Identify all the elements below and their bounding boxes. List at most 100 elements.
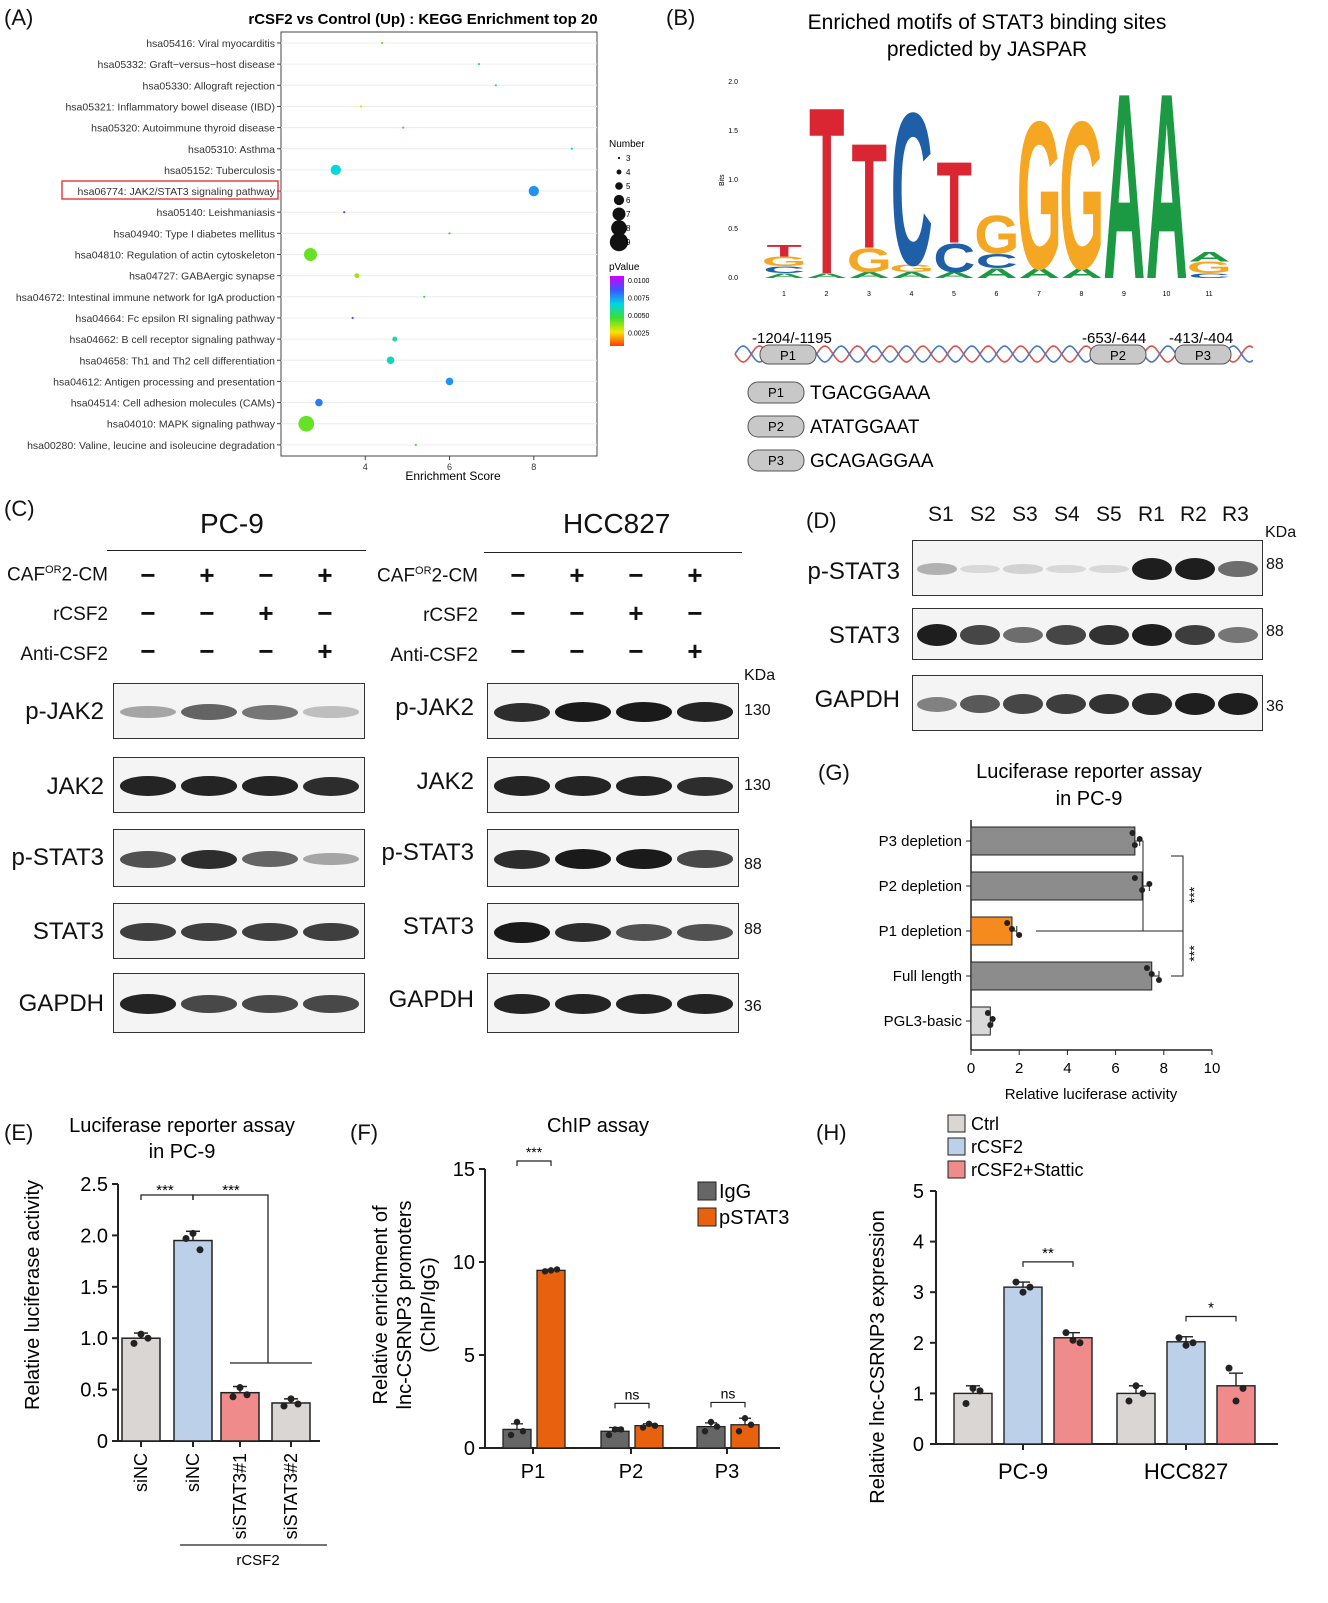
chart-h-point — [1076, 1339, 1084, 1347]
chart-h-bar — [1166, 1341, 1206, 1445]
chart-f-ytick-label: 15 — [453, 1159, 475, 1181]
site-sequence: GCAGAGGAA — [810, 451, 934, 472]
logo-letter-g: G — [974, 204, 1019, 265]
chart-g-xtick-label: 2 — [1015, 1060, 1023, 1077]
chart-g-point — [984, 1010, 991, 1016]
chart-g-title-line2: in PC-9 — [1056, 788, 1123, 810]
chart-e-y-axis-label: Relative luciferase activity — [22, 1180, 44, 1410]
legend-number-dot — [613, 194, 625, 206]
blot-band — [1132, 558, 1172, 580]
legend-number-title: Number — [609, 139, 645, 150]
minus-sign: − — [628, 560, 644, 590]
chart-h-point — [969, 1384, 977, 1392]
chart-h-point — [1026, 1283, 1034, 1291]
chart-f-category-label: P1 — [521, 1461, 545, 1483]
chart-f-bar-pstat3 — [730, 1424, 760, 1449]
kegg-term-label: hsa05321: Inflammatory bowel disease (IB… — [65, 101, 275, 113]
logo-letter-c: C — [891, 67, 933, 310]
chart-f-point — [519, 1428, 527, 1435]
blot-band — [960, 695, 1000, 713]
minus-sign: − — [199, 598, 215, 628]
blot-band — [242, 923, 298, 941]
chart-g-point — [1016, 932, 1023, 938]
luciferase-chart-e: Luciferase reporter assay in PC-9 Relati… — [22, 1115, 327, 1569]
blot-label-d-stat3: STAT3 — [828, 622, 900, 649]
legend-number-label: 4 — [626, 168, 631, 177]
kegg-bubble — [445, 377, 454, 386]
kda-d-pstat3: 88 — [1266, 556, 1284, 573]
chart-h-point — [1225, 1364, 1233, 1372]
chart-h-bar — [1053, 1337, 1093, 1445]
blot-band — [917, 696, 957, 712]
kda-header-d: KDa — [1265, 524, 1297, 541]
chart-f-point — [541, 1268, 549, 1275]
logo-letter-g: G — [847, 242, 892, 280]
blot-band — [960, 625, 1000, 645]
motif-ytick-label: 2.0 — [728, 79, 738, 86]
blot-band — [494, 994, 550, 1014]
chart-h-point — [1012, 1278, 1020, 1286]
blot-left-pjak2 — [113, 683, 365, 739]
lane-label: R1 — [1138, 503, 1165, 526]
chart-g-bar — [970, 961, 1153, 991]
chart-g-bar — [970, 826, 1136, 856]
chart-h-legend-swatch — [947, 1160, 966, 1179]
blot-left-stat3 — [113, 903, 365, 959]
chart-f-category-label: P3 — [715, 1461, 739, 1483]
minus-sign: − — [687, 598, 703, 628]
kegg-term-label: hsa04612: Antigen processing and present… — [53, 376, 275, 388]
blot-band — [1046, 564, 1086, 574]
chart-e-title-line1: Luciferase reporter assay — [69, 1115, 295, 1137]
chart-g-title-line1: Luciferase reporter assay — [976, 761, 1202, 783]
promoter-dna-helix — [734, 345, 1254, 363]
motif-position-label: 4 — [910, 291, 914, 298]
blot-band — [120, 850, 176, 868]
minus-sign: − — [628, 636, 644, 666]
chart-h-sig-bracket — [1022, 1261, 1074, 1267]
blot-band — [1046, 625, 1086, 645]
logo-letter-t: T — [937, 139, 972, 268]
chart-e-point — [229, 1393, 237, 1401]
chart-f-point — [611, 1426, 619, 1433]
blot-band — [494, 702, 550, 722]
chart-g-point — [989, 1016, 996, 1022]
blot-band — [677, 776, 733, 796]
blot-label-d-pstat3: p-STAT3 — [807, 558, 900, 585]
kegg-bubble — [494, 84, 497, 87]
condition-rcsf2-right: rCSF2 — [423, 605, 478, 626]
legend-number-label: 3 — [626, 154, 631, 163]
motif-ytick-label: 0.0 — [728, 275, 738, 282]
blot-label-right-jak2: JAK2 — [416, 768, 474, 795]
plus-sign: + — [687, 636, 703, 666]
site-badge-label: P3 — [768, 453, 784, 468]
site-badge-label: P1 — [768, 385, 784, 400]
panel-label-a: (A) — [4, 5, 34, 30]
legend-pvalue-label: 0.0025 — [628, 331, 650, 338]
kegg-bubble — [386, 356, 395, 365]
chart-h-ytick-label: 2 — [913, 1333, 924, 1355]
chart-f-sig-bracket — [614, 1402, 650, 1409]
blot-band — [120, 994, 176, 1014]
chart-g-category-label: P1 depletion — [879, 923, 962, 940]
motif-position-label: 2 — [825, 291, 829, 298]
chart-g-point — [1129, 830, 1136, 836]
chart-e-ytick-label: 1.5 — [80, 1277, 108, 1299]
chart-h-point — [1062, 1329, 1070, 1337]
kda-pstat3: 88 — [744, 856, 762, 873]
chart-f-bar-igg — [502, 1428, 532, 1449]
chart-f-point — [513, 1418, 521, 1426]
kegg-term-label: hsa04940: Type I diabetes mellitus — [114, 228, 276, 240]
chart-e-sig-bracket — [192, 1194, 269, 1363]
chart-g-sig-label: *** — [1186, 886, 1202, 903]
kegg-bubble — [402, 126, 405, 129]
chart-h-point — [962, 1400, 970, 1408]
blot-label-d-gapdh: GAPDH — [814, 686, 900, 713]
blot-band — [616, 994, 672, 1014]
blot-band — [303, 776, 359, 796]
blot-band — [616, 849, 672, 869]
chart-g-xtick-label: 0 — [967, 1060, 975, 1077]
kegg-bubble — [528, 185, 539, 197]
logo-letter-a: A — [806, 272, 848, 280]
site-pos-p1: -1204/-1195 — [752, 330, 832, 347]
kegg-highlight-box — [61, 180, 279, 200]
